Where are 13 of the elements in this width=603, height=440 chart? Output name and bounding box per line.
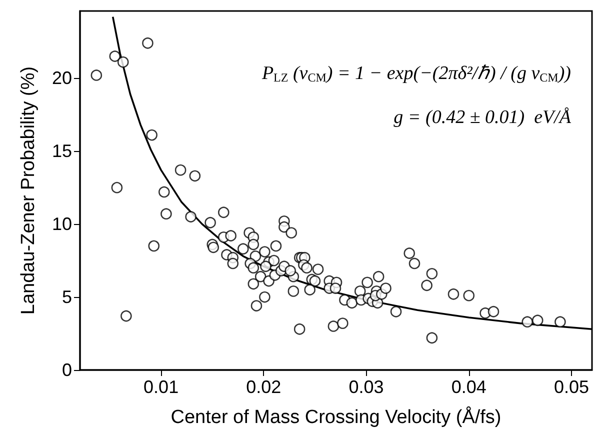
y-tick-label: 15 <box>52 141 72 162</box>
x-tick-label: 0.05 <box>554 377 589 397</box>
annotation: g = (0.42 ± 0.01) eV/Å <box>394 107 572 128</box>
x-tick-label: 0.01 <box>144 377 179 397</box>
x-tick-label: 0.04 <box>451 377 486 397</box>
y-axis-title: Landau-Zener Probability (%) <box>18 66 39 315</box>
x-axis-title: Center of Mass Crossing Velocity (Å/fs) <box>170 406 502 428</box>
y-tick-label: 5 <box>62 287 72 308</box>
x-tick-label: 0.03 <box>348 377 384 397</box>
y-tick-label: 10 <box>52 214 72 234</box>
y-tick-label: 0 <box>62 360 72 380</box>
y-tick-label: 20 <box>52 68 72 88</box>
x-tick-label: 0.02 <box>246 377 282 397</box>
